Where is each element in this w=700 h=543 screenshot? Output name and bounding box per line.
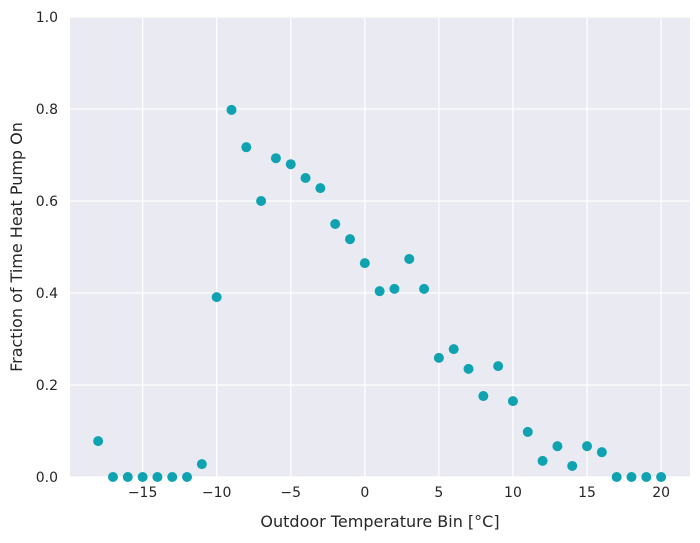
y-tick-label: 0.6 [36, 194, 58, 210]
y-tick-label: 0.4 [36, 286, 58, 302]
data-point [241, 142, 252, 153]
data-point [522, 426, 533, 437]
data-point [419, 283, 430, 294]
data-point [152, 472, 163, 482]
x-axis-label: Outdoor Temperature Bin [°C] [260, 512, 499, 531]
data-point [330, 219, 341, 229]
y-tick-label: 0.8 [36, 102, 58, 118]
y-tick-label: 1.0 [36, 10, 58, 26]
data-point [300, 173, 311, 183]
data-point [582, 441, 593, 452]
data-point [448, 344, 459, 355]
data-point [404, 253, 415, 264]
data-point [270, 153, 281, 164]
x-tick-label: 10 [504, 485, 522, 501]
data-point [641, 472, 652, 482]
data-point [389, 283, 400, 294]
data-point [567, 460, 578, 471]
data-point [182, 472, 193, 482]
y-axis-label: Fraction of Time Heat Pump On [7, 122, 26, 372]
data-point [478, 391, 489, 402]
data-point [493, 361, 504, 372]
data-point [611, 472, 622, 482]
data-point [463, 363, 474, 374]
data-point [626, 472, 637, 482]
data-point [596, 447, 607, 458]
data-point [656, 472, 667, 482]
data-point [359, 258, 370, 269]
data-point [315, 183, 326, 194]
data-point [122, 472, 133, 482]
y-tick-label: 0.0 [36, 470, 58, 486]
data-point [285, 159, 296, 170]
data-point [107, 472, 118, 482]
x-tick-label: 5 [434, 485, 443, 501]
data-point [433, 352, 444, 363]
data-point [167, 472, 178, 482]
data-point [137, 472, 148, 482]
data-points [93, 104, 667, 482]
data-point [211, 292, 222, 303]
data-point [226, 104, 237, 115]
x-tick-label: −5 [280, 485, 301, 501]
grid-lines [70, 16, 690, 478]
x-tick-labels: −15 −10 −5 0 5 10 15 20 [128, 485, 670, 501]
x-tick-label: 20 [652, 485, 670, 501]
data-point [374, 286, 385, 297]
y-tick-labels: 0.0 0.2 0.4 0.6 0.8 1.0 [36, 10, 58, 486]
data-point [93, 436, 104, 447]
data-point [537, 455, 548, 466]
data-point [345, 234, 355, 245]
data-point [507, 396, 518, 407]
x-tick-label: 0 [360, 485, 369, 501]
x-tick-label: 15 [578, 485, 596, 501]
data-point [552, 441, 563, 452]
y-tick-label: 0.2 [36, 378, 58, 394]
x-tick-label: −15 [128, 485, 158, 501]
x-tick-label: −10 [202, 485, 232, 501]
data-point [256, 196, 267, 206]
plot-area [70, 17, 690, 477]
data-point [196, 459, 207, 470]
